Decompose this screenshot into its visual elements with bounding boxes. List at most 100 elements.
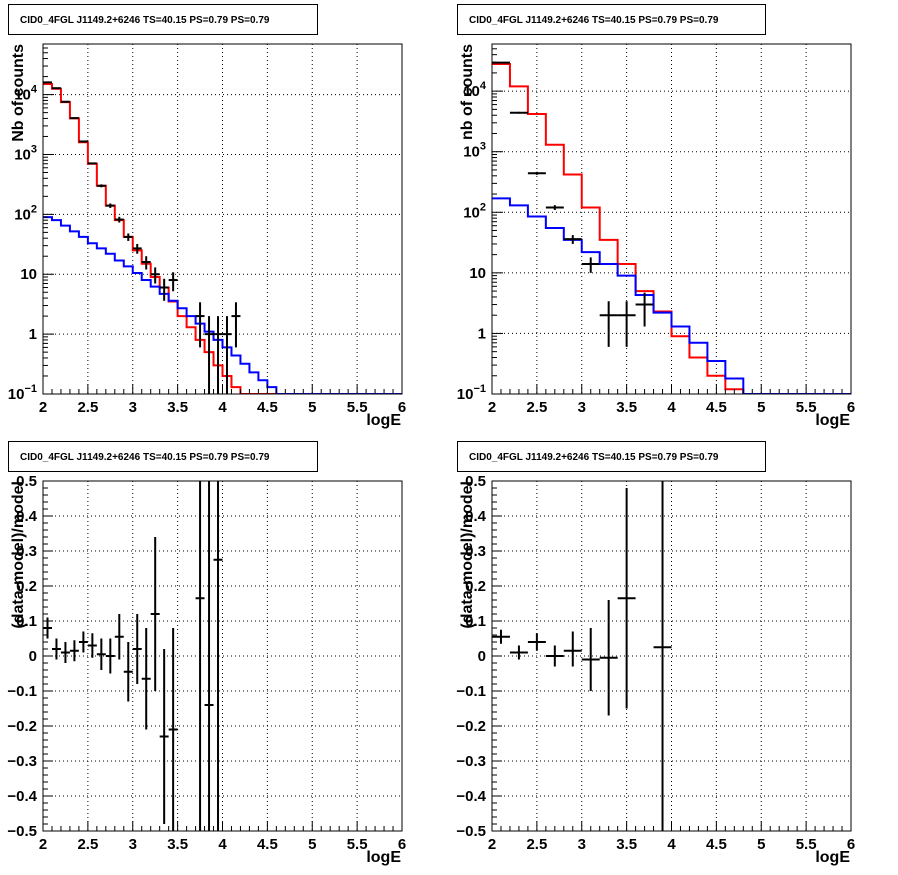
y-ticks [492, 43, 503, 395]
data-point [204, 316, 214, 394]
x-axis-label: logE [366, 412, 401, 429]
y-tick-label: 103 [463, 141, 486, 161]
data-point [653, 481, 672, 831]
y-tick-label: −0.4 [456, 788, 486, 805]
plot-area [492, 481, 672, 831]
data-point [141, 256, 151, 270]
data-point [141, 628, 151, 730]
data-point [222, 316, 232, 394]
data-point [51, 87, 61, 90]
x-tick-label: 4.5 [706, 836, 727, 853]
data-point [195, 481, 205, 831]
x-tick-label: 2.5 [526, 399, 547, 416]
data-point [123, 233, 133, 241]
y-tick-label: 0 [29, 648, 37, 665]
y-tick-label: −0.2 [7, 718, 37, 735]
x-tick-label: 5 [757, 836, 765, 853]
data-point [213, 481, 223, 831]
data-point [87, 633, 97, 658]
y-tick-label: 0.5 [16, 473, 37, 490]
y-tick-label: 0.2 [465, 578, 486, 595]
data-point [581, 628, 600, 691]
data-point [69, 640, 79, 662]
panel-3: CID0_4FGL J1149.2+6246 TS=40.15 PS=0.79 … [7, 441, 406, 866]
x-tick-label: 4.5 [706, 399, 727, 416]
plot-area [43, 81, 402, 394]
data-point [599, 301, 618, 347]
y-tick-label: 0.5 [465, 473, 486, 490]
data-point [204, 481, 214, 831]
x-axis-label: logE [815, 849, 850, 866]
x-tick-label: 5.5 [347, 399, 368, 416]
data-point [545, 205, 564, 211]
x-ticks [42, 821, 403, 831]
data-point [150, 537, 160, 691]
x-tick-label: 4.5 [257, 836, 278, 853]
data-point [563, 235, 582, 244]
data-point [132, 614, 142, 684]
y-tick-label: 0.2 [16, 578, 37, 595]
y-tick-label: 10−1 [8, 383, 37, 403]
data-point [617, 301, 636, 347]
y-tick-label: 10−1 [457, 383, 486, 403]
y-tick-label: 0.3 [465, 543, 486, 560]
data-point [563, 631, 582, 667]
data-point [132, 243, 142, 254]
data-point [635, 292, 654, 327]
data-point [96, 184, 106, 188]
x-axis-label: logE [815, 412, 850, 429]
panel-4: CID0_4FGL J1149.2+6246 TS=40.15 PS=0.79 … [456, 441, 855, 866]
y-tick-label: −0.1 [456, 683, 486, 700]
x-tick-label: 3 [129, 836, 137, 853]
plot-area [492, 61, 851, 394]
x-tick-label: 4 [218, 399, 227, 416]
x-tick-label: 3.5 [167, 836, 188, 853]
y-tick-label: 104 [14, 84, 38, 104]
chart-title: CID0_4FGL J1149.2+6246 TS=40.15 PS=0.79 … [20, 15, 270, 26]
data-point [168, 628, 178, 831]
x-ticks [42, 384, 403, 394]
y-tick-label: 10 [469, 265, 486, 282]
y-tick-label: 103 [14, 143, 37, 163]
y-ticks [43, 43, 54, 395]
x-tick-label: 4 [667, 836, 676, 853]
grid [43, 481, 402, 831]
x-tick-label: 6 [847, 836, 855, 853]
y-tick-label: 1 [29, 326, 37, 343]
x-tick-label: 4 [667, 399, 676, 416]
y-ticks [492, 480, 502, 832]
data-point [527, 633, 546, 651]
x-tick-label: 2 [488, 836, 496, 853]
data-point [123, 642, 133, 702]
y-tick-label: 0.4 [465, 508, 487, 525]
title-box [8, 441, 318, 472]
data-point [492, 629, 510, 644]
y-tick-label: 0.3 [16, 543, 37, 560]
y-tick-label: −0.4 [7, 788, 37, 805]
y-tick-label: 1 [478, 325, 486, 342]
data-point [159, 278, 169, 301]
x-tick-label: 3 [578, 836, 586, 853]
y-ticks [43, 480, 53, 832]
data-point [78, 631, 88, 653]
data-point [51, 638, 61, 660]
x-tick-label: 6 [398, 836, 406, 853]
x-tick-label: 5.5 [796, 836, 817, 853]
x-tick-label: 4.5 [257, 399, 278, 416]
data-point [527, 171, 546, 175]
data-point [114, 614, 124, 660]
y-axis-label: (data-model)/model [459, 481, 476, 629]
x-tick-label: 3 [578, 399, 586, 416]
data-point [114, 216, 124, 223]
y-tick-label: 102 [463, 201, 486, 221]
data-point [150, 267, 160, 284]
chart-title: CID0_4FGL J1149.2+6246 TS=40.15 PS=0.79 … [20, 452, 270, 463]
data-point [545, 645, 564, 667]
x-tick-label: 3.5 [167, 399, 188, 416]
chart-title: CID0_4FGL J1149.2+6246 TS=40.15 PS=0.79 … [469, 15, 719, 26]
x-ticks [491, 384, 852, 394]
data-point [617, 488, 636, 709]
x-tick-label: 6 [847, 399, 855, 416]
data-point [69, 117, 79, 120]
